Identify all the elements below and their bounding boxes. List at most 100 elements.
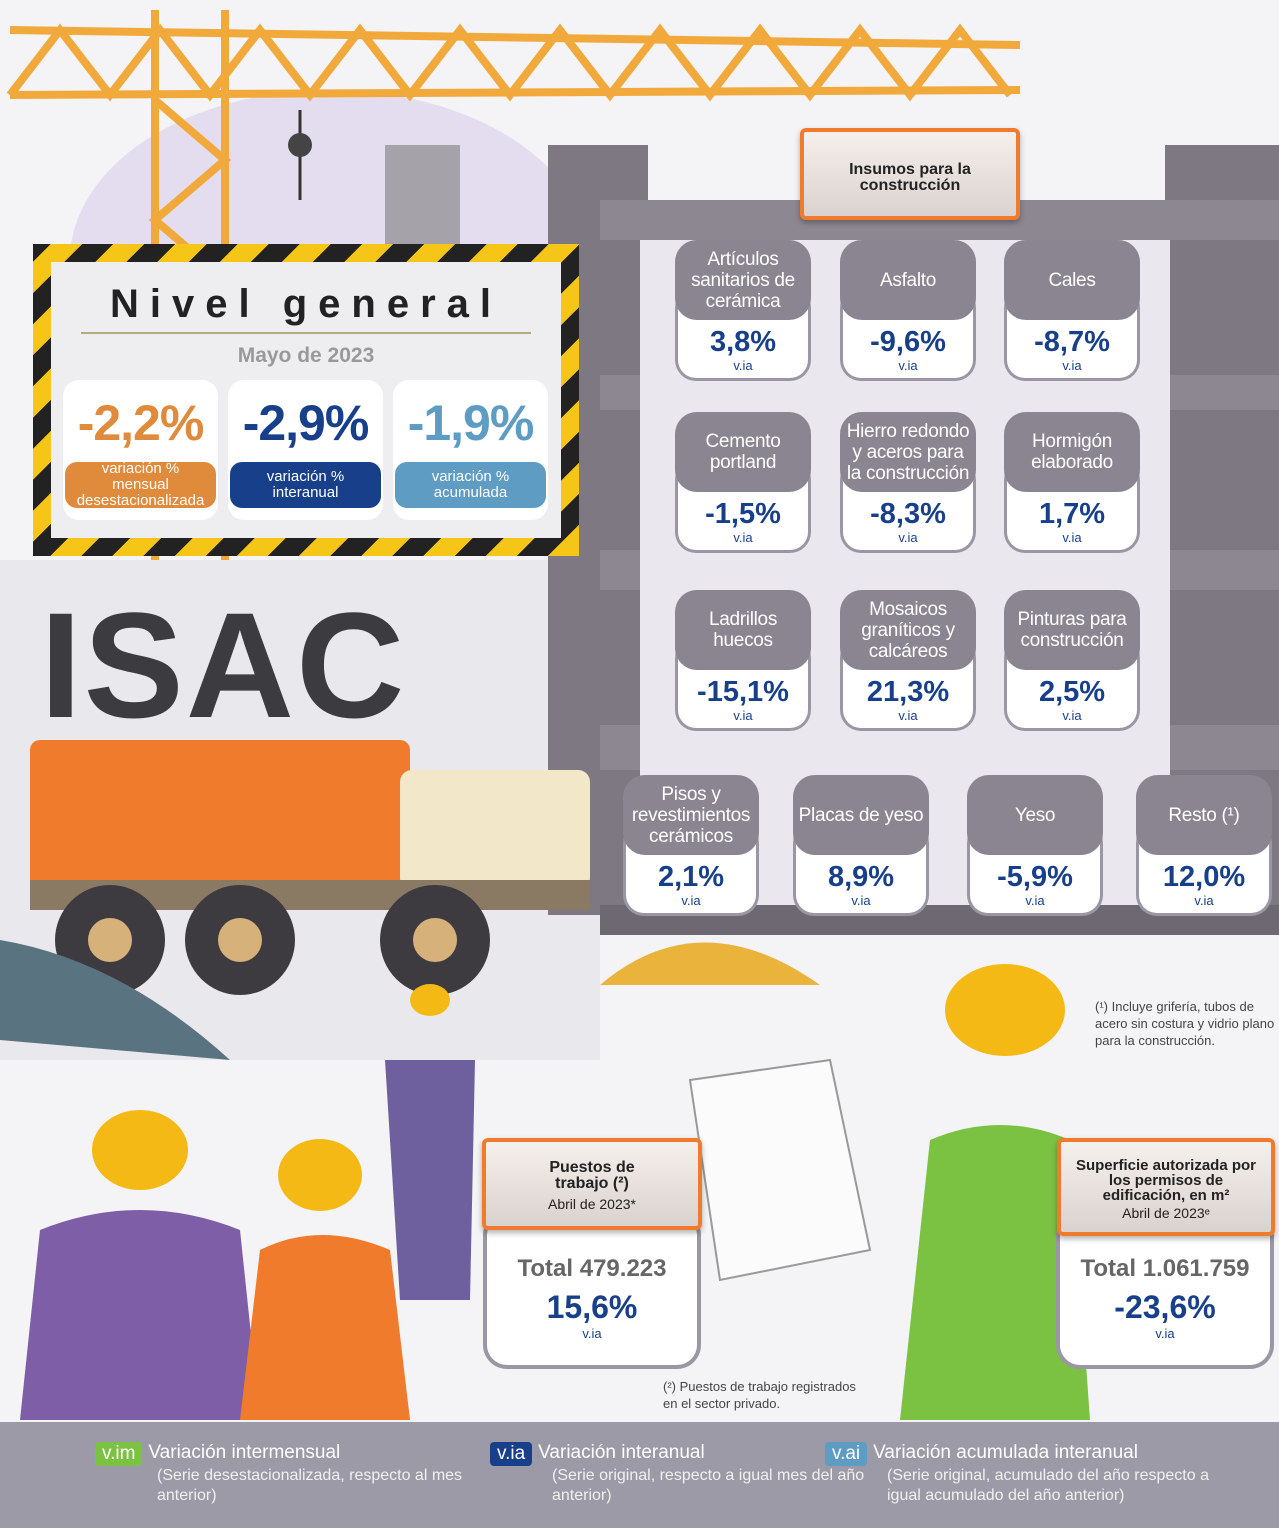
indicator: -2,9% variación % interanual (228, 380, 383, 520)
insumo-card: Mosaicos graníticos y calcáreos 21,3% v.ia (840, 590, 976, 728)
pulley (288, 133, 312, 157)
insumo-card: Resto (¹) 12,0% v.ia (1136, 775, 1272, 913)
puestos-unit: v.ia (582, 1326, 602, 1341)
legend-desc: (Serie desestacionalizada, respecto al m… (157, 1467, 463, 1504)
insumo-name: Hormigón elaborado (1004, 412, 1140, 492)
superficie-unit: v.ia (1155, 1326, 1175, 1341)
indicator-label: variación % interanual (230, 462, 381, 508)
insumo-card: Hormigón elaborado 1,7% v.ia (1004, 412, 1140, 550)
insumo-value: 12,0% (1162, 861, 1246, 893)
legend-title: Variación intermensual (148, 1442, 341, 1463)
insumo-card: Cemento portland -1,5% v.ia (675, 412, 811, 550)
legend-code: v.ai (825, 1442, 868, 1466)
insumo-card: Ladrillos huecos -15,1% v.ia (675, 590, 811, 728)
insumo-unit: v.ia (733, 358, 753, 373)
insumo-value: 2,5% (1038, 676, 1106, 708)
legend-code: v.ia (490, 1442, 533, 1466)
indicator-value: -2,9% (242, 395, 370, 451)
insumo-value: -8,3% (870, 498, 946, 530)
insumo-card: Pisos y revestimientos cerámicos 2,1% v.ia (623, 775, 759, 913)
insumo-unit: v.ia (733, 708, 753, 723)
insumo-card: Asfalto -9,6% v.ia (840, 240, 976, 378)
superficie-tag: Superficie autorizada por los permisos d… (1057, 1138, 1275, 1236)
legend-item: v.im Variación intermensual (Serie desesta… (95, 1442, 497, 1506)
legend-desc: (Serie original, acumulado del año respe… (887, 1467, 1209, 1504)
superficie-date: Abril de 2023ᵉ (1122, 1205, 1210, 1221)
legend-title: Variación acumulada interanual (873, 1442, 1138, 1463)
puestos-card: Total 479.223 15,6% v.ia (487, 1215, 697, 1365)
insumo-name: Ladrillos huecos (675, 590, 811, 670)
superficie-total: Total 1.061.759 (1080, 1255, 1250, 1282)
insumo-value: 2,1% (657, 861, 725, 893)
insumo-value: 3,8% (709, 326, 777, 358)
insumo-value: 8,9% (827, 861, 895, 893)
nivel-date: Mayo de 2023 (237, 344, 375, 367)
superficie-value: -23,6% (1114, 1289, 1216, 1325)
insumo-unit: v.ia (1062, 708, 1082, 723)
isac-logo: ISAC (40, 581, 407, 749)
insumo-value: 21,3% (866, 676, 950, 708)
insumo-name: Mosaicos graníticos y calcáreos (840, 590, 976, 670)
insumo-unit: v.ia (851, 893, 871, 908)
indicator: -2,2% variación % mensual desestacionaliz… (63, 380, 218, 520)
insumo-name: Placas de yeso (793, 775, 929, 855)
insumo-name: Yeso (967, 775, 1103, 855)
note-1: (¹) Incluye grifería, tubos de acero sin… (1095, 999, 1275, 1048)
workers (20, 964, 1090, 1420)
insumo-card: Yeso -5,9% v.ia (967, 775, 1103, 913)
insumos-title: Insumos para la construcción (800, 128, 1020, 220)
legend-item: v.ia Variación interanual (Serie original,… (490, 1442, 892, 1506)
indicator-value: -2,2% (77, 395, 205, 451)
sand-pile (600, 942, 820, 985)
insumo-name: Pisos y revestimientos cerámicos (623, 775, 759, 855)
legend-title: Variación interanual (538, 1442, 705, 1463)
insumo-value: 1,7% (1038, 498, 1106, 530)
insumo-unit: v.ia (898, 358, 918, 373)
truck (30, 740, 590, 995)
nivel-general-frame: Nivel general Mayo de 2023 -2,2% variació… (33, 244, 579, 556)
puestos-value: 15,6% (546, 1289, 638, 1325)
legend-desc: (Serie original, respecto a igual mes de… (552, 1467, 865, 1504)
insumo-name: Cemento portland (675, 412, 811, 492)
insumo-value: -15,1% (697, 676, 789, 708)
indicator-value: -1,9% (407, 395, 535, 451)
insumo-value: -8,7% (1034, 326, 1110, 358)
insumo-value: -1,5% (705, 498, 781, 530)
nivel-title: Nivel general (109, 282, 502, 326)
indicator-label: variación % mensual desestacionalizada (65, 461, 216, 509)
superficie-card: Total 1.061.759 -23,6% v.ia (1060, 1215, 1270, 1365)
puestos-total: Total 479.223 (517, 1255, 667, 1282)
insumo-unit: v.ia (898, 708, 918, 723)
insumo-name: Resto (¹) (1136, 775, 1272, 855)
insumo-name: Asfalto (840, 240, 976, 320)
footer-band (0, 1422, 1279, 1528)
insumo-unit: v.ia (1194, 893, 1214, 908)
superficie-title: Superficie autorizada por los permisos d… (1075, 1157, 1257, 1204)
nivel-general-panel: Nivel general Mayo de 2023 -2,2% variació… (51, 262, 561, 538)
insumo-unit: v.ia (733, 530, 753, 545)
puestos-tag: Puestos de trabajo (²) Abril de 2023* (482, 1138, 702, 1230)
insumo-card: Cales -8,7% v.ia (1004, 240, 1140, 378)
insumo-name: Hierro redondo y aceros para la construc… (840, 412, 976, 492)
note-2: (²) Puestos de trabajo registrados en el… (663, 1379, 856, 1411)
legend-code: v.im (95, 1442, 143, 1466)
puestos-date: Abril de 2023* (548, 1196, 636, 1212)
legend-item: v.ai Variación acumulada interanual (Serie… (825, 1442, 1227, 1506)
insumo-card: Artículos sanitarios de cerámica 3,8% v.ia (675, 240, 811, 378)
insumo-value: -9,6% (870, 326, 946, 358)
insumo-card: Placas de yeso 8,9% v.ia (793, 775, 929, 913)
indicator-label: variación % acumulada (395, 462, 546, 508)
insumo-value: -5,9% (997, 861, 1073, 893)
insumo-card: Pinturas para construcción 2,5% v.ia (1004, 590, 1140, 728)
insumo-name: Pinturas para construcción (1004, 590, 1140, 670)
insumo-name: Artículos sanitarios de cerámica (675, 240, 811, 320)
insumo-unit: v.ia (898, 530, 918, 545)
insumo-unit: v.ia (681, 893, 701, 908)
indicator: -1,9% variación % acumulada (393, 380, 548, 520)
divider (81, 332, 531, 334)
stone-pile (0, 940, 230, 1060)
puestos-title: Puestos de trabajo (²) (549, 1159, 635, 1192)
insumo-unit: v.ia (1062, 530, 1082, 545)
legend-row: v.ia Variación interanual (490, 1442, 892, 1466)
